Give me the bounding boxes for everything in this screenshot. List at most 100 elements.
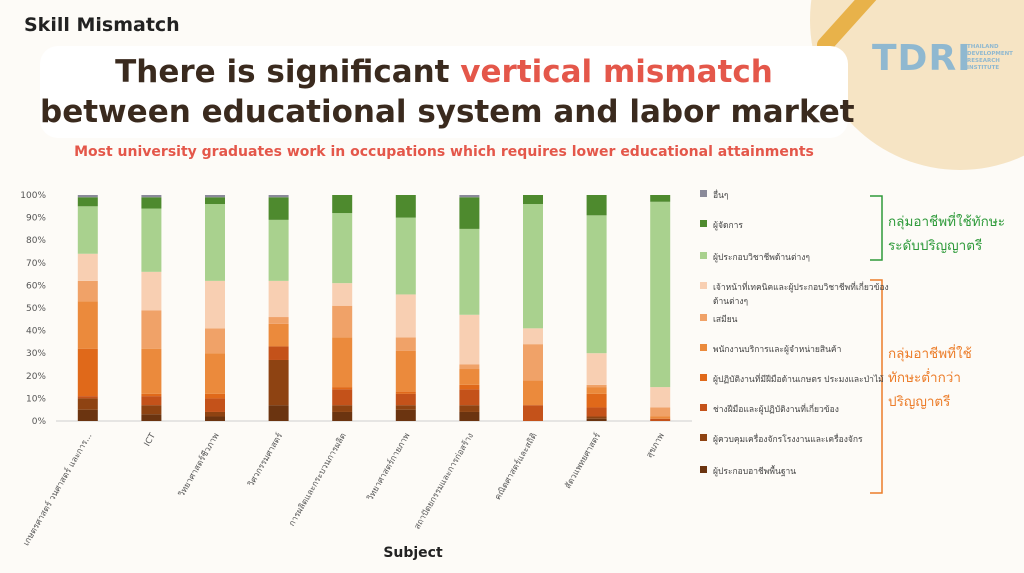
bar-segment xyxy=(395,294,416,338)
logo-text: THAILAND DEVELOPMENT RESEARCH INSTITUTE xyxy=(967,44,1013,72)
x-tick-label: สุขภาพ xyxy=(645,432,667,460)
legend-item: ผู้ควบคุมเครื่องจักรโรงงานและเครื่องจักร xyxy=(700,432,890,446)
legend-item: พนักงานบริการและผู้จำหน่ายสินค้า xyxy=(700,342,890,356)
bar-segment xyxy=(459,314,480,365)
bracket-green xyxy=(870,195,883,261)
annotation-line: ทักษะต่ำกว่า xyxy=(888,370,961,386)
legend-label: ผู้ประกอบวิชาชีพด้านต่างๆ xyxy=(713,253,810,263)
legend-item: เสมียน xyxy=(700,312,890,326)
decor-stroke xyxy=(817,0,877,53)
bar-segment xyxy=(141,348,162,394)
bar-segment xyxy=(77,280,98,302)
bar-segment xyxy=(523,380,543,406)
legend-label: อื่นๆ xyxy=(713,191,729,201)
headline: There is significant vertical mismatch xyxy=(40,54,848,90)
bar-segment xyxy=(650,387,671,408)
bar-segment xyxy=(332,389,353,406)
y-tick-label: 80% xyxy=(26,236,46,246)
legend-swatch xyxy=(700,434,707,441)
slide-label: Skill Mismatch xyxy=(24,14,180,36)
bar-segment xyxy=(459,228,480,315)
annotation-below-degree: กลุ่มอาชีพที่ใช้ ทักษะต่ำกว่า ปริญญาตรี xyxy=(888,342,972,414)
bar-segment xyxy=(77,197,98,207)
legend-swatch xyxy=(700,252,707,259)
x-tick-label: วิทยาศาสตร์กายภาพ xyxy=(365,431,413,503)
bar-segment xyxy=(77,206,98,254)
bracket-orange xyxy=(870,279,883,494)
bar-segment xyxy=(332,411,353,421)
logo-line: THAILAND xyxy=(967,44,999,50)
bar-segment xyxy=(268,346,289,360)
x-tick-label: ICT xyxy=(143,431,159,449)
legend-label: ผู้ประกอบอาชีพพื้นฐาน xyxy=(713,467,797,477)
legend-swatch xyxy=(700,374,707,381)
bar-segment xyxy=(459,411,480,421)
bar-segment xyxy=(332,283,353,306)
bar-segment xyxy=(141,396,162,406)
bar-segment xyxy=(586,407,607,417)
y-tick-label: 90% xyxy=(26,214,46,224)
x-tick-label: เกษตรศาสตร์ วนศาสตร์ และการ... xyxy=(21,431,95,548)
y-tick-label: 60% xyxy=(26,281,46,291)
legend-label: พนักงานบริการและผู้จำหน่ายสินค้า xyxy=(713,345,842,355)
bar-segment xyxy=(459,197,480,229)
x-tick-label: สถาปัตยกรรมและการก่อสร้าง xyxy=(412,431,476,531)
legend-swatch xyxy=(700,404,707,411)
bar-segment xyxy=(77,348,98,397)
annotation-degree: กลุ่มอาชีพที่ใช้ทักษะ ระดับปริญญาตรี xyxy=(888,210,1005,258)
bar-segment xyxy=(395,195,416,218)
bar-segment xyxy=(77,195,98,198)
bar-segment xyxy=(332,337,353,388)
bar-segment xyxy=(395,350,416,392)
bar-segment xyxy=(459,384,480,390)
bar-segment xyxy=(523,204,543,329)
subtitle: Most university graduates work in occupa… xyxy=(74,144,814,160)
bar-segment xyxy=(141,414,162,421)
bar-segment xyxy=(586,393,607,408)
x-tick-label: การผลิตและกระบวนการผลิต xyxy=(287,432,349,529)
bar-segment xyxy=(268,197,289,220)
bar-segment xyxy=(586,418,607,421)
logo-line: DEVELOPMENT xyxy=(967,51,1013,57)
bar-segment xyxy=(523,195,543,205)
decor-circle xyxy=(810,0,1024,170)
bar-segment xyxy=(205,280,225,329)
bar-segment xyxy=(332,387,353,390)
annotation-line: กลุ่มอาชีพที่ใช้ xyxy=(888,346,972,362)
bar-segment xyxy=(205,393,225,399)
bar-segment xyxy=(650,407,671,417)
annotation-line: ระดับปริญญาตรี xyxy=(888,238,983,254)
bar-segment xyxy=(205,195,225,198)
logo-line: RESEARCH xyxy=(967,58,1000,64)
bar-segment xyxy=(268,219,289,281)
y-tick-label: 20% xyxy=(26,372,46,382)
bar-segment xyxy=(523,328,543,345)
logo-line: INSTITUTE xyxy=(967,65,1000,71)
bar-segment xyxy=(205,353,225,394)
x-tick-label: สัตวแพทยศาสตร์ xyxy=(562,431,603,491)
bar-segment xyxy=(268,323,289,347)
annotation-line: กลุ่มอาชีพที่ใช้ทักษะ xyxy=(888,214,1005,230)
bar-segment xyxy=(650,416,671,419)
bar-segment xyxy=(141,393,162,397)
bar-segment xyxy=(395,217,416,295)
bar-segment xyxy=(395,409,416,421)
legend-label: ผู้ปฏิบัติงานที่มีฝีมือด้านเกษตร ประมงแล… xyxy=(713,375,884,385)
bar-segment xyxy=(395,405,416,410)
bar-segment xyxy=(141,271,162,311)
legend-swatch xyxy=(700,344,707,351)
bar-segment xyxy=(77,398,98,410)
bar-segment xyxy=(586,195,607,216)
bar-segment xyxy=(332,195,353,214)
bar-segment xyxy=(205,416,225,421)
legend-item: ผู้ประกอบอาชีพพื้นฐาน xyxy=(700,464,890,478)
bar-segment xyxy=(586,384,607,388)
bar-segment xyxy=(205,411,225,417)
headline-box xyxy=(40,46,848,138)
bar-segment xyxy=(268,280,289,318)
bar-segment xyxy=(586,353,607,385)
y-tick-label: 70% xyxy=(26,259,46,269)
legend-swatch xyxy=(700,466,707,473)
